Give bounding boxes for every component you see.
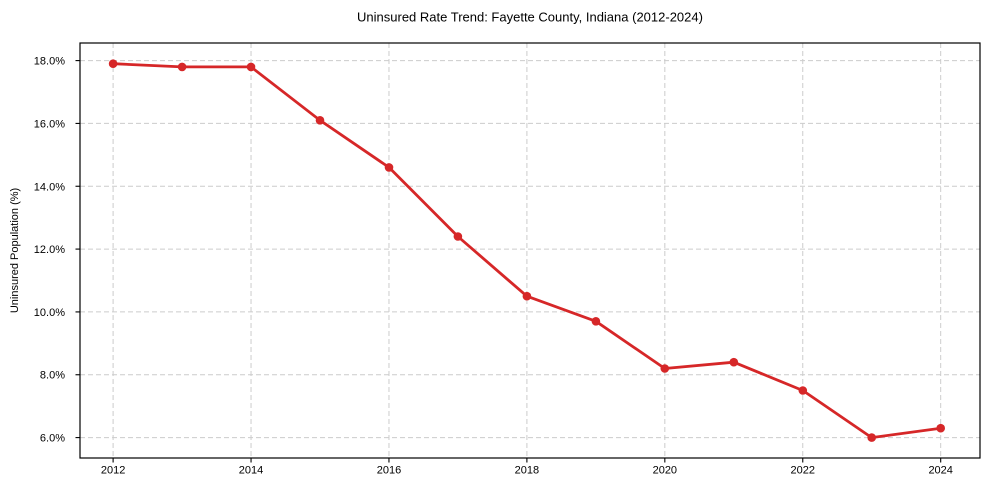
data-point-marker	[315, 116, 325, 125]
x-tick-label: 2020	[653, 465, 677, 477]
x-tick-label: 2012	[101, 465, 125, 477]
y-axis-label: Uninsured Population (%)	[9, 188, 21, 313]
plot-border	[79, 42, 981, 459]
data-point-marker	[384, 163, 394, 172]
data-point-marker	[660, 364, 670, 373]
tick-layer	[75, 60, 942, 463]
data-point-marker	[936, 423, 945, 433]
tick-label-layer: 2012 2014 2016 2018 2020 2022 2024 6.0% 8.0% 10.0…	[34, 56, 953, 477]
data-point-marker	[177, 62, 187, 72]
y-tick-label: 16.0%	[34, 118, 65, 130]
x-tick-label: 2024	[928, 465, 952, 477]
y-tick-label: 14.0%	[34, 181, 65, 193]
marker-layer	[108, 59, 945, 442]
data-point-marker	[108, 59, 118, 68]
data-point-marker	[591, 317, 601, 326]
x-tick-label: 2016	[377, 465, 401, 477]
data-point-marker	[867, 433, 876, 442]
y-tick-label: 12.0%	[34, 244, 65, 256]
data-point-marker	[522, 291, 532, 301]
y-tick-label: 10.0%	[34, 307, 65, 319]
x-tick-label: 2014	[239, 465, 263, 477]
y-tick-label: 18.0%	[34, 56, 65, 68]
grid-layer	[80, 43, 980, 458]
data-point-marker	[246, 62, 256, 72]
y-tick-label: 8.0%	[40, 370, 65, 382]
data-point-marker	[729, 357, 739, 367]
x-tick-label: 2018	[515, 465, 539, 477]
chart-title: Uninsured Rate Trend: Fayette County, In…	[357, 10, 703, 25]
data-point-marker	[798, 386, 808, 395]
data-point-marker	[453, 232, 463, 241]
x-tick-label: 2022	[791, 465, 815, 477]
y-tick-label: 6.0%	[40, 433, 65, 445]
